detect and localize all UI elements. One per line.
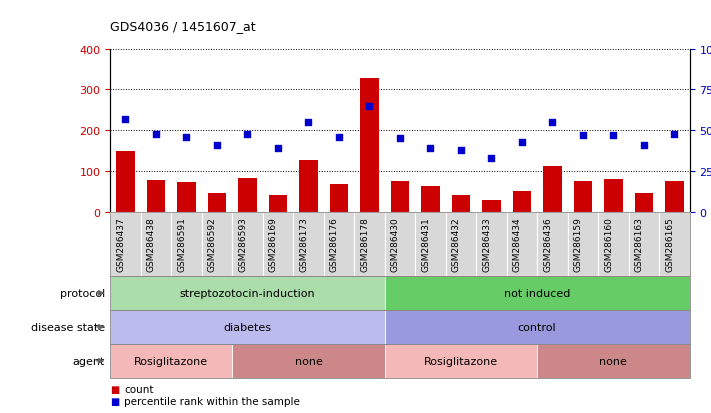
Text: protocol: protocol [60,288,105,298]
Bar [422,187,439,212]
Text: GSM286434: GSM286434 [513,217,522,271]
Bar [238,178,257,212]
Point [333,134,345,141]
Text: not induced: not induced [504,288,570,298]
Text: GSM286438: GSM286438 [147,217,156,272]
Point [242,131,253,138]
Text: none: none [599,356,627,366]
Text: GSM286178: GSM286178 [360,217,370,272]
Text: GSM286163: GSM286163 [635,217,644,272]
Text: GDS4036 / 1451607_at: GDS4036 / 1451607_at [110,20,256,33]
Text: GSM286176: GSM286176 [330,217,339,272]
Text: diabetes: diabetes [223,322,272,332]
Text: GSM286433: GSM286433 [483,217,491,272]
Text: GSM286592: GSM286592 [208,217,217,272]
Bar [208,193,226,212]
Bar [665,181,683,212]
Text: GSM286173: GSM286173 [299,217,309,272]
Point [608,133,619,139]
Point [669,131,680,138]
Bar [117,152,134,212]
Point [486,155,497,162]
Point [547,119,558,126]
Point [516,139,528,146]
Text: GSM286169: GSM286169 [269,217,278,272]
Text: GSM286593: GSM286593 [238,217,247,272]
Text: streptozotocin-induction: streptozotocin-induction [180,288,315,298]
Point [272,145,284,152]
Point [455,147,466,154]
Bar [451,196,470,212]
Point [119,116,131,123]
Text: GSM286430: GSM286430 [391,217,400,272]
Text: Rosiglitazone: Rosiglitazone [424,356,498,366]
Point [638,142,650,149]
Text: GSM286591: GSM286591 [178,217,186,272]
Text: count: count [124,384,154,394]
Text: GSM286159: GSM286159 [574,217,583,272]
Bar [330,185,348,212]
Text: GSM286165: GSM286165 [665,217,675,272]
Text: GSM286432: GSM286432 [452,217,461,271]
Point [150,131,161,138]
Bar [482,201,501,212]
Bar [543,166,562,212]
Text: ■: ■ [110,384,119,394]
Bar [146,180,165,212]
Text: control: control [518,322,557,332]
Bar [299,161,318,212]
Point [181,134,192,141]
Point [424,145,436,152]
Text: GSM286160: GSM286160 [604,217,614,272]
Bar [360,79,378,212]
Bar [391,181,409,212]
Text: GSM286437: GSM286437 [117,217,125,272]
Point [394,136,405,142]
Text: disease state: disease state [31,322,105,332]
Point [211,142,223,149]
Bar [604,180,623,212]
Text: none: none [294,356,322,366]
Text: ■: ■ [110,396,119,406]
Bar [513,192,531,212]
Text: GSM286431: GSM286431 [422,217,430,272]
Point [303,119,314,126]
Point [577,133,589,139]
Bar [177,182,196,212]
Text: percentile rank within the sample: percentile rank within the sample [124,396,300,406]
Point [364,103,375,110]
Bar [269,196,287,212]
Text: Rosiglitazone: Rosiglitazone [134,356,208,366]
Bar [635,194,653,212]
Text: agent: agent [73,356,105,366]
Bar [574,181,592,212]
Text: GSM286436: GSM286436 [543,217,552,272]
